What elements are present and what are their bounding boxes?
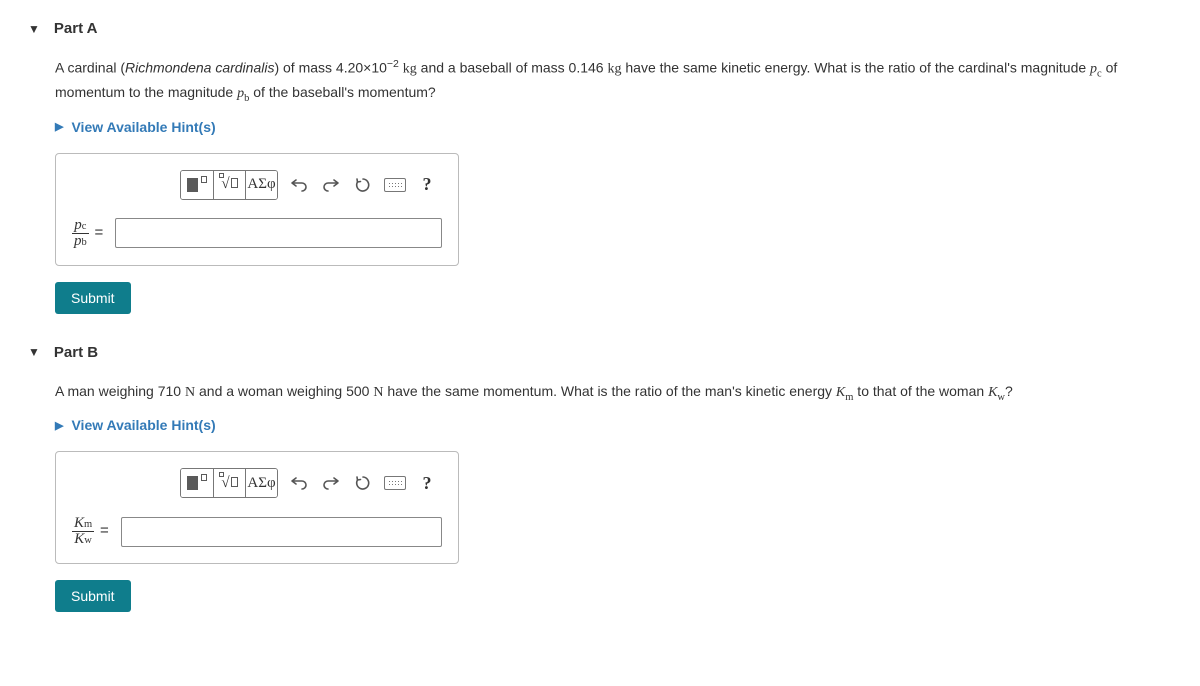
part-b-question: A man weighing 710 N and a woman weighin… (55, 381, 1190, 406)
keyboard-icon (384, 476, 406, 490)
help-button[interactable]: ? (412, 171, 442, 199)
input-row-a: pc pb = (72, 218, 442, 249)
undo-icon (290, 177, 308, 193)
template-button[interactable] (181, 171, 213, 199)
part-a-header[interactable]: ▼ Part A (10, 20, 1190, 37)
greek-button-b[interactable]: ΑΣφ (245, 469, 277, 497)
answer-input-b[interactable] (121, 517, 442, 547)
template-button-b[interactable] (181, 469, 213, 497)
caret-right-icon: ▶ (55, 419, 63, 432)
reset-button-b[interactable] (348, 469, 378, 497)
template-icon (187, 176, 207, 194)
part-a: ▼ Part A A cardinal (Richmondena cardina… (10, 20, 1190, 314)
equation-toolbar-b: √ ΑΣφ ? (72, 468, 442, 498)
keyboard-button[interactable] (380, 171, 410, 199)
undo-button-b[interactable] (284, 469, 314, 497)
equation-toolbar: √ ΑΣφ ? (72, 170, 442, 200)
ratio-label-a: pc pb = (72, 218, 109, 249)
submit-button-a[interactable]: Submit (55, 282, 131, 314)
reset-button[interactable] (348, 171, 378, 199)
caret-right-icon: ▶ (55, 120, 63, 133)
greek-label-b: ΑΣφ (247, 475, 275, 492)
input-row-b: Km Kw = (72, 516, 442, 547)
redo-icon (322, 177, 340, 193)
part-a-title: Part A (54, 20, 98, 37)
help-label-b: ? (423, 473, 432, 494)
part-a-body: A cardinal (Richmondena cardinalis) of m… (10, 57, 1190, 314)
root-button-b[interactable]: √ (213, 469, 245, 497)
caret-down-icon: ▼ (28, 345, 40, 359)
part-b-title: Part B (54, 344, 98, 361)
greek-label: ΑΣφ (247, 176, 275, 193)
view-hints-link-b[interactable]: ▶ View Available Hint(s) (55, 417, 1190, 433)
root-icon: √ (221, 176, 237, 193)
template-icon (187, 474, 207, 492)
answer-input-a[interactable] (115, 218, 442, 248)
answer-box-a: √ ΑΣφ ? (55, 153, 459, 266)
undo-button[interactable] (284, 171, 314, 199)
reset-icon (354, 474, 372, 492)
undo-icon (290, 475, 308, 491)
caret-down-icon: ▼ (28, 22, 40, 36)
hints-label-b: View Available Hint(s) (71, 417, 215, 433)
part-a-question: A cardinal (Richmondena cardinalis) of m… (55, 57, 1190, 107)
part-b-header[interactable]: ▼ Part B (10, 344, 1190, 361)
redo-icon (322, 475, 340, 491)
part-b: ▼ Part B A man weighing 710 N and a woma… (10, 344, 1190, 613)
part-b-body: A man weighing 710 N and a woman weighin… (10, 381, 1190, 613)
root-icon: √ (221, 475, 237, 492)
root-button[interactable]: √ (213, 171, 245, 199)
redo-button-b[interactable] (316, 469, 346, 497)
format-group: √ ΑΣφ (180, 170, 278, 200)
redo-button[interactable] (316, 171, 346, 199)
greek-button[interactable]: ΑΣφ (245, 171, 277, 199)
help-button-b[interactable]: ? (412, 469, 442, 497)
help-label: ? (423, 174, 432, 195)
view-hints-link[interactable]: ▶ View Available Hint(s) (55, 119, 1190, 135)
reset-icon (354, 176, 372, 194)
hints-label: View Available Hint(s) (71, 119, 215, 135)
keyboard-icon (384, 178, 406, 192)
answer-box-b: √ ΑΣφ ? (55, 451, 459, 564)
submit-button-b[interactable]: Submit (55, 580, 131, 612)
ratio-label-b: Km Kw = (72, 516, 115, 547)
format-group-b: √ ΑΣφ (180, 468, 278, 498)
keyboard-button-b[interactable] (380, 469, 410, 497)
